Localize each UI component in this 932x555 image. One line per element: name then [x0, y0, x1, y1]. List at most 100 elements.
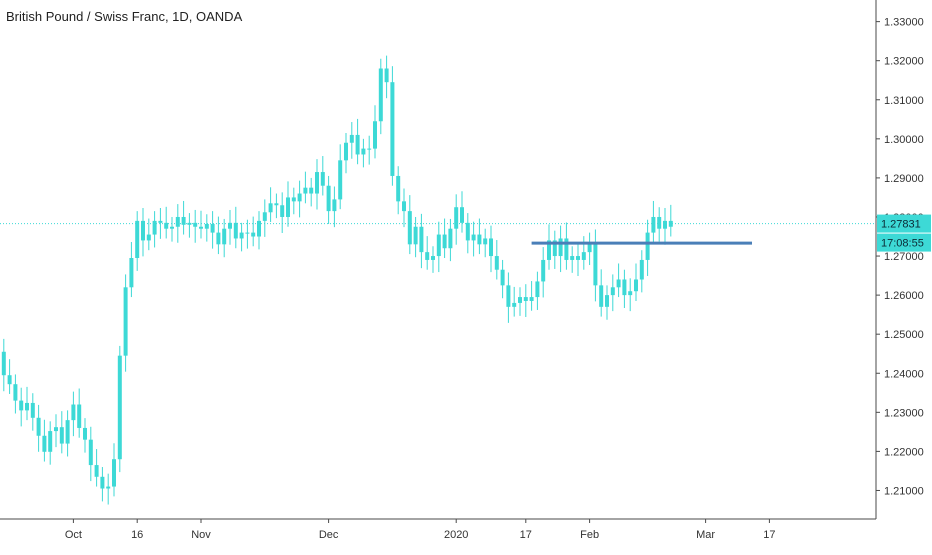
candle [170, 216, 174, 242]
candle [83, 418, 87, 453]
candle [373, 105, 377, 159]
countdown-value: 17:08:55 [881, 238, 924, 250]
candle [634, 263, 638, 301]
candle [338, 144, 343, 210]
candle-body [442, 234, 447, 249]
candle-body [471, 234, 476, 241]
time-tick-label: Mar [696, 529, 715, 541]
candle-body [146, 234, 151, 241]
candle [274, 193, 279, 219]
candle-body [628, 291, 633, 296]
candle [489, 225, 493, 273]
candle [552, 230, 557, 269]
candle-body [204, 224, 209, 229]
candle [425, 236, 430, 270]
candle-body [500, 269, 505, 286]
candle [454, 194, 459, 245]
candle-body [251, 232, 256, 237]
candle-body [413, 226, 418, 245]
candle [1, 338, 6, 392]
candle [564, 222, 569, 270]
candle [88, 426, 93, 482]
candle-body [94, 465, 99, 477]
candle [30, 393, 35, 431]
candle-body [315, 172, 319, 194]
candle [477, 218, 482, 255]
candle-body [541, 259, 546, 282]
candle-body [651, 216, 656, 233]
candle-body [483, 238, 488, 245]
candle [431, 246, 435, 273]
candle [518, 287, 522, 316]
candle [651, 200, 656, 243]
candle [286, 181, 290, 227]
candle [193, 209, 198, 243]
candle-body [390, 82, 395, 176]
candle [222, 218, 227, 258]
candle [465, 213, 470, 254]
candle-body [622, 279, 627, 296]
candle [500, 259, 505, 299]
candle-body [344, 142, 348, 161]
candle-body [581, 252, 586, 260]
candle-body [135, 220, 140, 258]
candle-body [436, 234, 441, 257]
candle [471, 221, 476, 257]
candle [187, 213, 192, 238]
candle-body [123, 287, 128, 356]
candle-body [36, 417, 41, 436]
candle [442, 218, 447, 258]
price-tick-label: 1.27000 [884, 251, 924, 263]
candle-body [460, 207, 464, 223]
price-tick-label: 1.23000 [884, 407, 924, 419]
candle [570, 246, 575, 273]
candle-body [19, 400, 24, 411]
candle [181, 200, 186, 235]
candle-body [193, 222, 198, 227]
candle [367, 135, 372, 165]
candle-body [645, 232, 650, 260]
candle-body [663, 220, 667, 229]
candle [663, 207, 667, 245]
candle-body [657, 216, 662, 229]
candle-body [42, 435, 47, 452]
candle-body [419, 226, 424, 253]
time-tick-label: 17 [520, 529, 532, 541]
candle-body [175, 216, 180, 227]
time-tick-label: 2020 [444, 529, 468, 541]
candle [396, 166, 401, 215]
candle-body [494, 256, 499, 270]
candle [141, 207, 145, 257]
candle-body [54, 427, 58, 432]
candle-body [286, 197, 290, 217]
candle-body [320, 172, 325, 186]
candle-body [448, 228, 453, 249]
candle-body [384, 68, 389, 83]
candle [245, 219, 250, 249]
candle-body [291, 197, 296, 202]
candle-body [59, 427, 64, 444]
candle-body [257, 220, 261, 237]
candle-body [564, 238, 569, 260]
candle [610, 274, 615, 312]
candle [355, 118, 360, 165]
candle-body [465, 222, 470, 241]
candle [506, 272, 511, 323]
candle [175, 204, 180, 243]
candle [599, 269, 604, 317]
candle [233, 206, 238, 249]
candle [42, 419, 47, 462]
candle [54, 414, 58, 448]
candle [262, 199, 267, 237]
price-tick-label: 1.26000 [884, 290, 924, 302]
chart-title: British Pound / Swiss Franc, 1D, OANDA [6, 9, 243, 24]
candle [448, 218, 453, 262]
candle [291, 187, 296, 215]
candle [558, 225, 563, 273]
candle-body [233, 222, 238, 239]
candle-body [77, 404, 82, 428]
candle-body [129, 258, 134, 288]
candle-body [570, 256, 575, 260]
